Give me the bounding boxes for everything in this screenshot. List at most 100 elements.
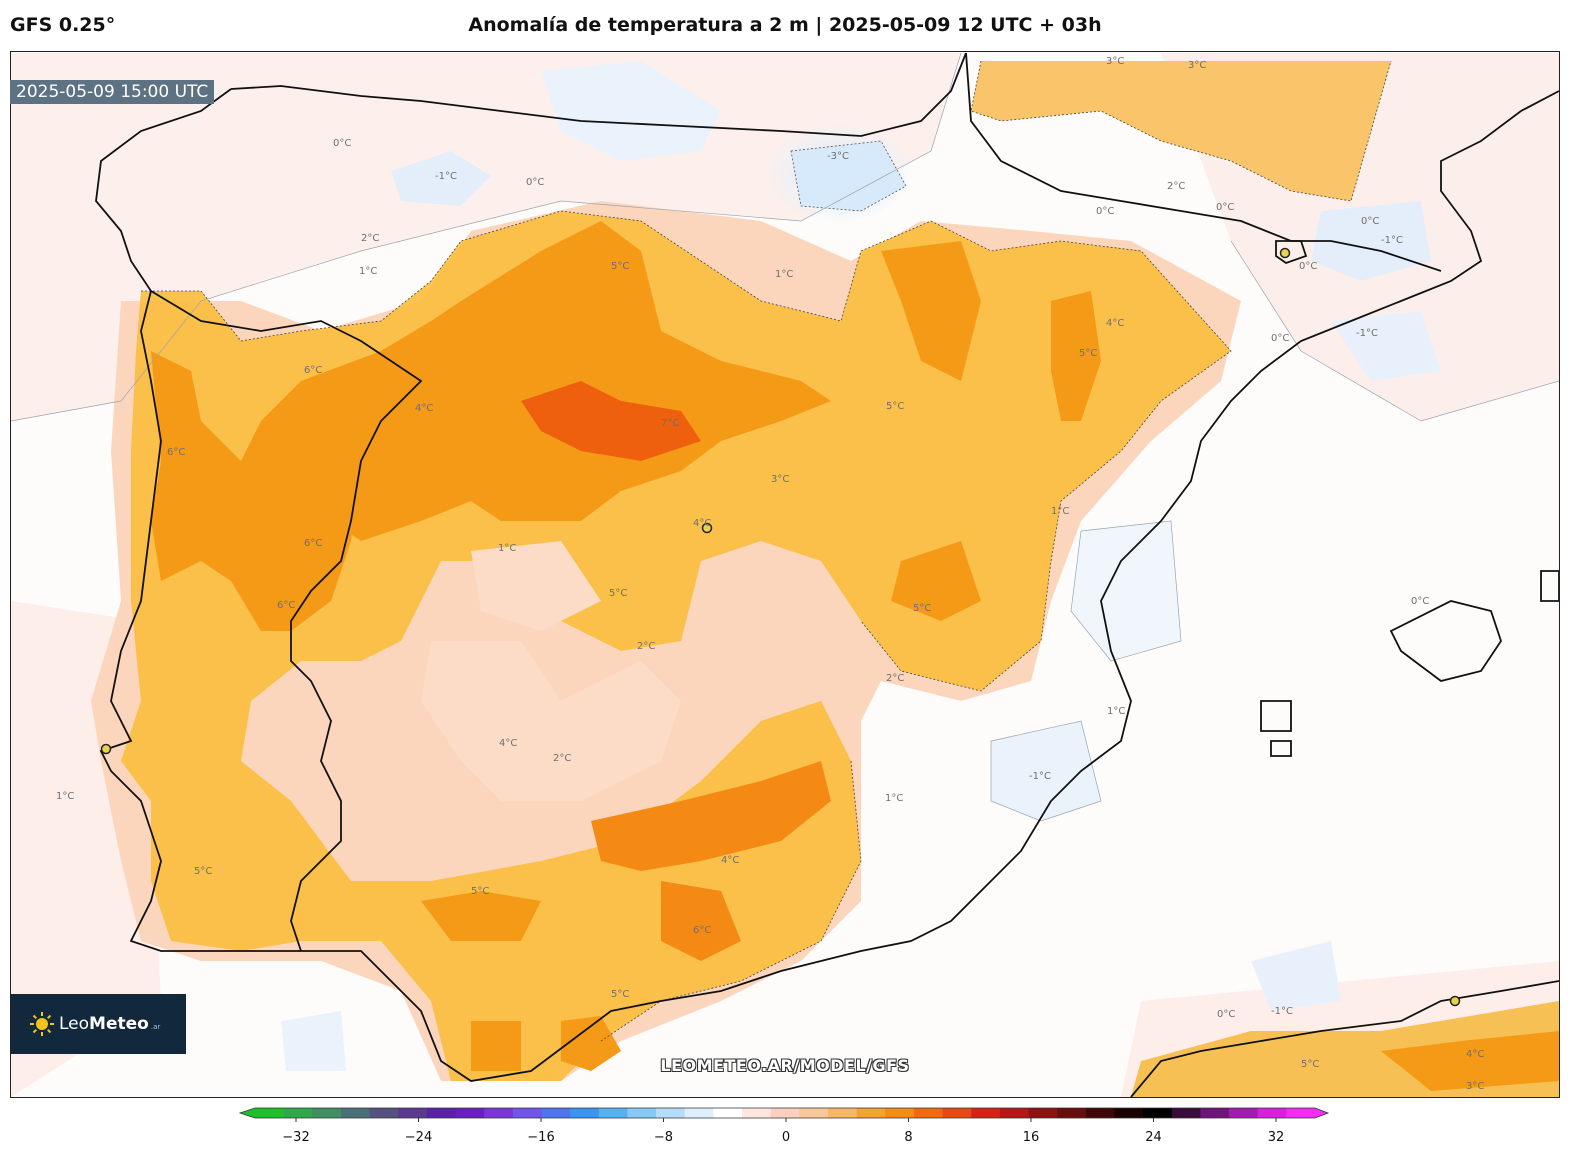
colorbar-segment — [598, 1108, 628, 1118]
svg-text:4°C: 4°C — [721, 855, 739, 866]
colorbar-segment — [856, 1108, 886, 1118]
colorbar-segment — [455, 1108, 485, 1118]
colorbar-segment — [713, 1108, 743, 1118]
city-markers — [100, 247, 1461, 1007]
colorbar-segment — [541, 1108, 571, 1118]
svg-text:5°C: 5°C — [1301, 1059, 1319, 1070]
svg-text:5°C: 5°C — [611, 261, 629, 272]
svg-text:1°C: 1°C — [885, 793, 903, 804]
logo-text: LeoMeteo .ar — [59, 1014, 161, 1034]
svg-text:-1°C: -1°C — [1356, 328, 1378, 339]
colorbar-segment — [913, 1108, 944, 1118]
svg-text:6°C: 6°C — [167, 447, 185, 458]
sun-icon — [30, 1012, 54, 1036]
svg-text:-1°C: -1°C — [1271, 1006, 1293, 1017]
colorbar-segment — [255, 1108, 285, 1118]
colorbar-segment — [312, 1108, 342, 1118]
map-title: Anomalía de temperatura a 2 m | 2025-05-… — [468, 14, 1102, 36]
map-panel: -3°C -1°C -1°C -1°C -1°C -1°C 0°C 0°C 0°… — [10, 51, 1560, 1098]
colorbar-segment — [283, 1108, 313, 1118]
colorbar-segment — [627, 1108, 657, 1118]
contour-lines — [141, 60, 1392, 1042]
colorbar-tick-label: −16 — [527, 1130, 554, 1145]
colorbar-tick-label: 32 — [1268, 1130, 1285, 1145]
colorbar-tick-label: 8 — [904, 1130, 912, 1145]
colorbar-tick-label: −8 — [654, 1130, 673, 1145]
svg-text:6°C: 6°C — [277, 600, 295, 611]
svg-text:0°C: 0°C — [526, 177, 544, 188]
colorbar-segment — [340, 1108, 371, 1118]
source-watermark: LEOMETEO.AR/MODEL/GFS — [660, 1056, 910, 1075]
anomaly-map: -3°C -1°C -1°C -1°C -1°C -1°C 0°C 0°C 0°… — [11, 52, 1559, 1097]
svg-text:3°C: 3°C — [1188, 60, 1206, 71]
svg-text:3°C: 3°C — [1466, 1081, 1484, 1092]
colorbar-segment — [770, 1108, 800, 1118]
svg-text:0°C: 0°C — [1361, 216, 1379, 227]
svg-text:5°C: 5°C — [471, 886, 489, 897]
colorbar-segment — [398, 1108, 428, 1118]
leometeo-logo: LeoMeteo .ar — [11, 994, 186, 1054]
colorbar-segment — [570, 1108, 600, 1118]
colorbar-segment — [684, 1108, 714, 1118]
colorbar-segment — [1085, 1108, 1115, 1118]
svg-text:2°C: 2°C — [637, 641, 655, 652]
colorbar-outline — [238, 1107, 1330, 1119]
colorbar-segment — [656, 1108, 686, 1118]
svg-text:5°C: 5°C — [611, 989, 629, 1000]
colorbar-segment — [1200, 1108, 1230, 1118]
svg-text:0°C: 0°C — [1217, 1009, 1235, 1020]
svg-text:3°C: 3°C — [1106, 56, 1124, 67]
svg-text:0°C: 0°C — [1411, 596, 1429, 607]
svg-text:1°C: 1°C — [498, 543, 516, 554]
model-name: GFS 0.25° — [10, 14, 116, 36]
svg-text:1°C: 1°C — [1051, 506, 1069, 517]
svg-text:0°C: 0°C — [333, 138, 351, 149]
colorbar-svg: −32 −24 −16 −8 0 8 16 24 32 — [238, 1107, 1330, 1145]
colorbar-max-arrow — [1315, 1108, 1328, 1118]
colorbar: −32 −24 −16 −8 0 8 16 24 32 — [0, 1100, 1570, 1145]
coastlines — [95, 52, 1559, 1097]
svg-text:5°C: 5°C — [1079, 348, 1097, 359]
svg-text:4°C: 4°C — [415, 403, 433, 414]
svg-text:-1°C: -1°C — [1381, 235, 1403, 246]
svg-text:4°C: 4°C — [499, 738, 517, 749]
svg-text:2°C: 2°C — [886, 673, 904, 684]
svg-text:4°C: 4°C — [693, 518, 711, 529]
svg-text:4°C: 4°C — [1106, 318, 1124, 329]
colorbar-tick-label: −24 — [405, 1130, 432, 1145]
svg-text:0°C: 0°C — [1299, 261, 1317, 272]
svg-text:0°C: 0°C — [1271, 333, 1289, 344]
svg-text:1°C: 1°C — [775, 269, 793, 280]
colorbar-segment — [1114, 1108, 1144, 1118]
svg-text:-1°C: -1°C — [1029, 771, 1051, 782]
svg-text:1°C: 1°C — [56, 791, 74, 802]
colorbar-segment — [1028, 1108, 1058, 1118]
svg-text:7°C: 7°C — [661, 418, 679, 429]
colorbar-tick-label: −32 — [282, 1130, 309, 1145]
colorbar-segment — [799, 1108, 829, 1118]
svg-text:6°C: 6°C — [693, 925, 711, 936]
svg-text:0°C: 0°C — [1216, 202, 1234, 213]
colorbar-segment — [742, 1108, 772, 1118]
colorbar-segment — [512, 1108, 542, 1118]
svg-text:5°C: 5°C — [194, 866, 212, 877]
svg-text:1°C: 1°C — [1107, 706, 1125, 717]
contour-labels: -3°C -1°C -1°C -1°C -1°C -1°C 0°C 0°C 0°… — [56, 56, 1484, 1092]
colorbar-segment — [426, 1108, 457, 1118]
colorbar-segment — [484, 1108, 514, 1118]
weak-negative-fields — [281, 61, 1441, 1071]
svg-text:5°C: 5°C — [886, 401, 904, 412]
colorbar-segment — [1143, 1108, 1173, 1118]
valid-time-label: 2025-05-09 15:00 UTC — [10, 80, 215, 104]
very-strong-positive-fields — [151, 221, 1559, 1091]
svg-text:2°C: 2°C — [1167, 181, 1185, 192]
colorbar-tick-label: 16 — [1023, 1130, 1040, 1145]
weak-contours — [11, 52, 1559, 822]
colorbar-segment — [1257, 1108, 1287, 1118]
svg-text:4°C: 4°C — [1466, 1049, 1484, 1060]
colorbar-segment — [971, 1108, 1001, 1118]
colorbar-tick-label: 24 — [1145, 1130, 1162, 1145]
svg-text:2°C: 2°C — [553, 753, 571, 764]
svg-text:-3°C: -3°C — [827, 151, 849, 162]
svg-text:2°C: 2°C — [361, 233, 379, 244]
